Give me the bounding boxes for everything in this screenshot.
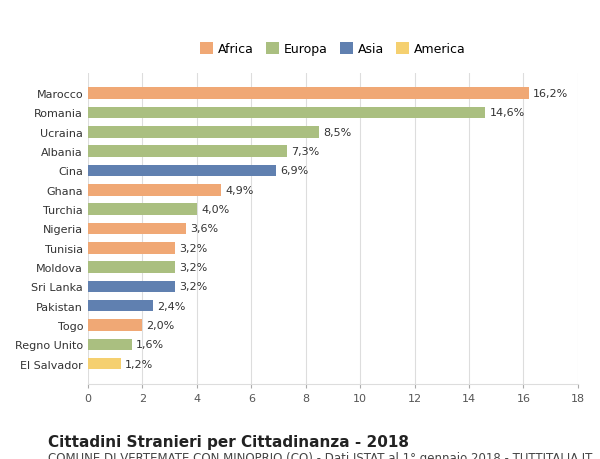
Text: 3,2%: 3,2% <box>179 282 208 292</box>
Bar <box>88 281 175 292</box>
Text: 2,4%: 2,4% <box>157 301 186 311</box>
Legend: Africa, Europa, Asia, America: Africa, Europa, Asia, America <box>200 43 466 56</box>
Text: 3,2%: 3,2% <box>179 263 208 273</box>
Text: Cittadini Stranieri per Cittadinanza - 2018: Cittadini Stranieri per Cittadinanza - 2… <box>48 434 409 449</box>
Text: 8,5%: 8,5% <box>323 128 352 138</box>
Bar <box>88 146 287 157</box>
Bar <box>88 300 154 312</box>
Text: 1,2%: 1,2% <box>125 359 153 369</box>
Bar <box>88 107 485 119</box>
Text: 7,3%: 7,3% <box>291 147 319 157</box>
Bar <box>88 204 197 215</box>
Text: 16,2%: 16,2% <box>533 89 568 99</box>
Bar <box>88 165 276 177</box>
Text: 6,9%: 6,9% <box>280 166 308 176</box>
Text: 1,6%: 1,6% <box>136 340 164 350</box>
Text: 3,2%: 3,2% <box>179 243 208 253</box>
Bar <box>88 185 221 196</box>
Text: 4,9%: 4,9% <box>226 185 254 196</box>
Text: 14,6%: 14,6% <box>490 108 525 118</box>
Text: 3,6%: 3,6% <box>190 224 218 234</box>
Text: COMUNE DI VERTEMATE CON MINOPRIO (CO) - Dati ISTAT al 1° gennaio 2018 - TUTTITAL: COMUNE DI VERTEMATE CON MINOPRIO (CO) - … <box>48 451 592 459</box>
Bar <box>88 339 131 350</box>
Bar <box>88 242 175 254</box>
Bar <box>88 223 186 235</box>
Text: 2,0%: 2,0% <box>146 320 175 330</box>
Bar <box>88 88 529 100</box>
Bar <box>88 319 142 331</box>
Bar <box>88 262 175 273</box>
Bar <box>88 358 121 369</box>
Text: 4,0%: 4,0% <box>201 205 229 215</box>
Bar <box>88 127 319 138</box>
